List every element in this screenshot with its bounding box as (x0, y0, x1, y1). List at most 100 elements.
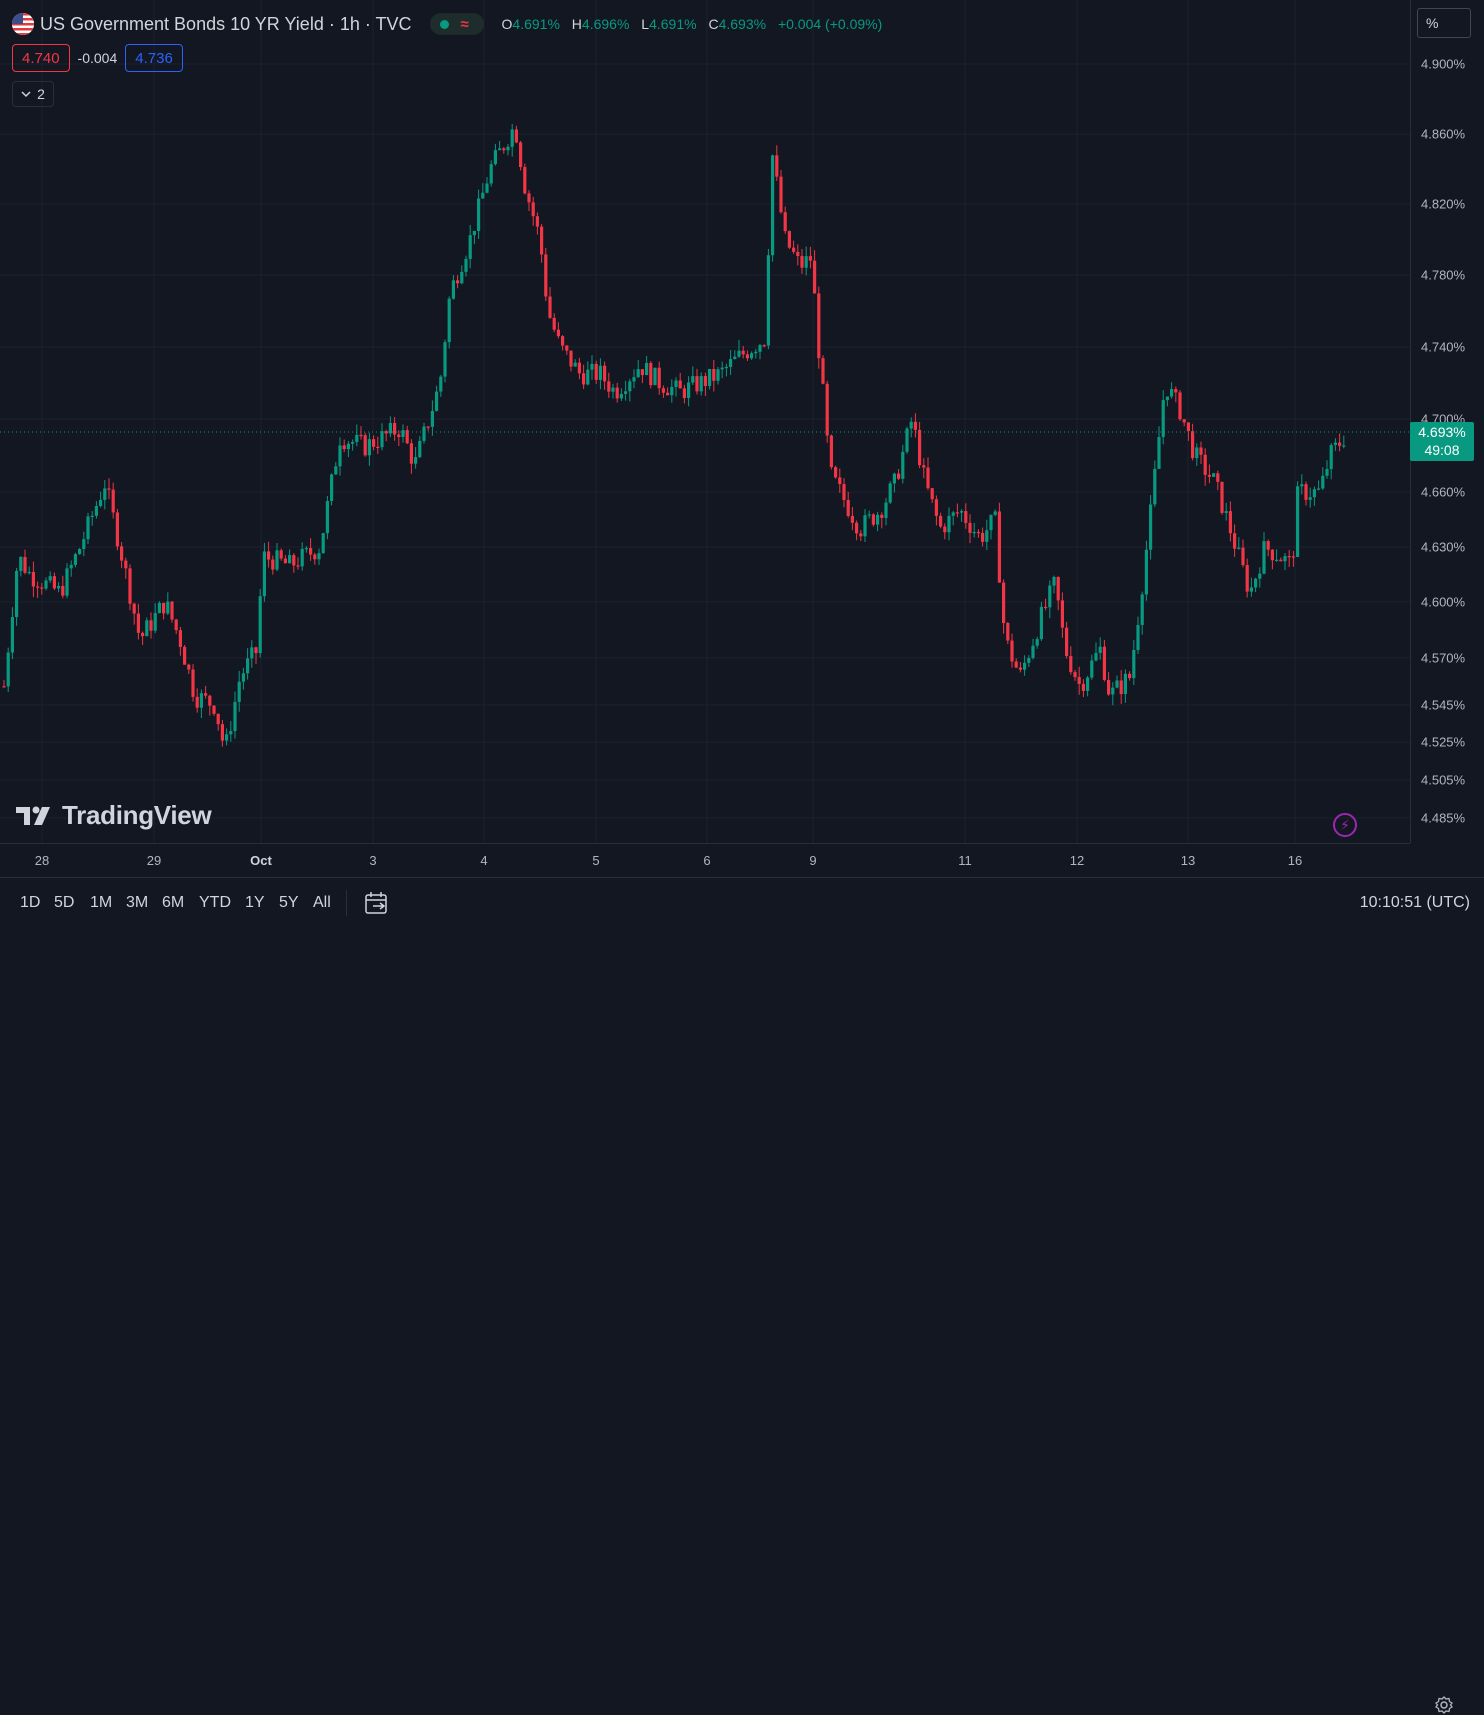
candle-body (443, 342, 447, 377)
price-axis-label: 4.570% (1421, 650, 1466, 666)
candle (556, 322, 560, 339)
candle (111, 482, 115, 519)
candle-body (628, 381, 632, 392)
candle-body (376, 446, 380, 448)
candle (1035, 636, 1039, 649)
candle-body (1262, 541, 1266, 574)
candle-body (1052, 576, 1056, 586)
candle-body (1174, 389, 1178, 393)
candle-body (456, 280, 460, 284)
candle (1245, 558, 1249, 598)
price-unit-button[interactable]: % (1417, 8, 1471, 38)
range-5d-button[interactable]: 5D (54, 894, 75, 911)
candle (447, 296, 451, 349)
candle-body (334, 466, 338, 475)
candle (867, 510, 871, 519)
candle-body (162, 602, 166, 614)
candle (527, 190, 531, 212)
candle (317, 548, 321, 565)
range-3m-button[interactable]: 3M (126, 894, 149, 911)
time-axis-label: 11 (958, 853, 972, 868)
candle (405, 425, 409, 445)
market-status-pill[interactable]: ≈ (429, 13, 484, 35)
tradingview-logo[interactable]: TradingView (16, 800, 212, 831)
candle-body (825, 383, 829, 436)
candle-body (1287, 556, 1291, 558)
candle-body (170, 601, 174, 620)
candle (481, 183, 485, 199)
candle (1207, 464, 1211, 484)
candle-body (548, 296, 552, 318)
candle-body (754, 351, 758, 354)
candle-body (57, 585, 61, 589)
candle (821, 355, 825, 385)
candle (275, 543, 279, 572)
range-all-button[interactable]: All (313, 894, 331, 911)
candle-body (1224, 511, 1228, 513)
chart-area[interactable] (0, 0, 1484, 927)
candle (15, 567, 19, 626)
candle (762, 344, 766, 348)
candlestick-chart[interactable] (0, 0, 1410, 843)
candle (771, 154, 775, 262)
candle (1174, 386, 1178, 403)
candle-body (1254, 578, 1258, 588)
flash-icon[interactable]: ⚡ (1333, 813, 1357, 837)
range-ytd-button[interactable]: YTD (199, 894, 231, 911)
range-5y-button[interactable]: 5Y (279, 894, 299, 911)
sell-button[interactable]: 4.740 (12, 44, 70, 72)
range-6m-button[interactable]: 6M (162, 894, 185, 911)
range-1m-button[interactable]: 1M (90, 894, 113, 911)
candle-body (930, 488, 934, 500)
candle (1275, 549, 1279, 562)
candle (397, 430, 401, 447)
candle (380, 423, 384, 451)
price-axis[interactable] (1410, 0, 1484, 843)
range-1y-button[interactable]: 1Y (245, 894, 265, 911)
symbol-title[interactable]: US Government Bonds 10 YR Yield · 1h · T… (40, 13, 412, 34)
candle-body (241, 673, 245, 682)
candle (834, 465, 838, 479)
indicators-toggle-button[interactable]: 2 (12, 81, 54, 107)
price-axis-label: 4.505% (1421, 772, 1466, 788)
candle-body (611, 387, 615, 392)
buy-button[interactable]: 4.736 (125, 44, 183, 72)
utc-clock[interactable]: 10:10:51 (UTC) (1359, 894, 1470, 911)
candle-body (632, 377, 636, 382)
candle-body (212, 705, 216, 714)
candle (1329, 442, 1333, 480)
candle-body (414, 457, 418, 464)
candle-body (1329, 444, 1333, 470)
candle (1170, 382, 1174, 399)
candle-body (153, 613, 157, 631)
candle (489, 160, 493, 187)
candle (65, 563, 69, 599)
candle-body (926, 467, 930, 489)
candle-body (737, 350, 741, 357)
candle (666, 387, 670, 396)
candle (1123, 669, 1127, 703)
candle (1237, 537, 1241, 550)
candle-body (309, 548, 313, 555)
candle-body (279, 550, 283, 559)
candle-body (166, 601, 170, 614)
candle-body (514, 129, 518, 143)
calendar-goto-icon[interactable] (364, 891, 390, 915)
candle-body (577, 362, 581, 374)
candle (258, 589, 262, 658)
candle-body (1153, 468, 1157, 505)
candle-body (6, 652, 10, 687)
candle (1161, 390, 1165, 445)
candle (1073, 669, 1077, 681)
candle (792, 240, 796, 254)
candle-body (1048, 585, 1052, 608)
candle-body (787, 231, 791, 248)
gear-icon[interactable] (1434, 1695, 1454, 1715)
candle (86, 512, 90, 544)
candle (892, 472, 896, 493)
candle (1094, 642, 1098, 662)
candle-body (1065, 627, 1069, 657)
candle-body (78, 549, 82, 555)
candle (1069, 646, 1073, 675)
range-1d-button[interactable]: 1D (20, 894, 41, 911)
